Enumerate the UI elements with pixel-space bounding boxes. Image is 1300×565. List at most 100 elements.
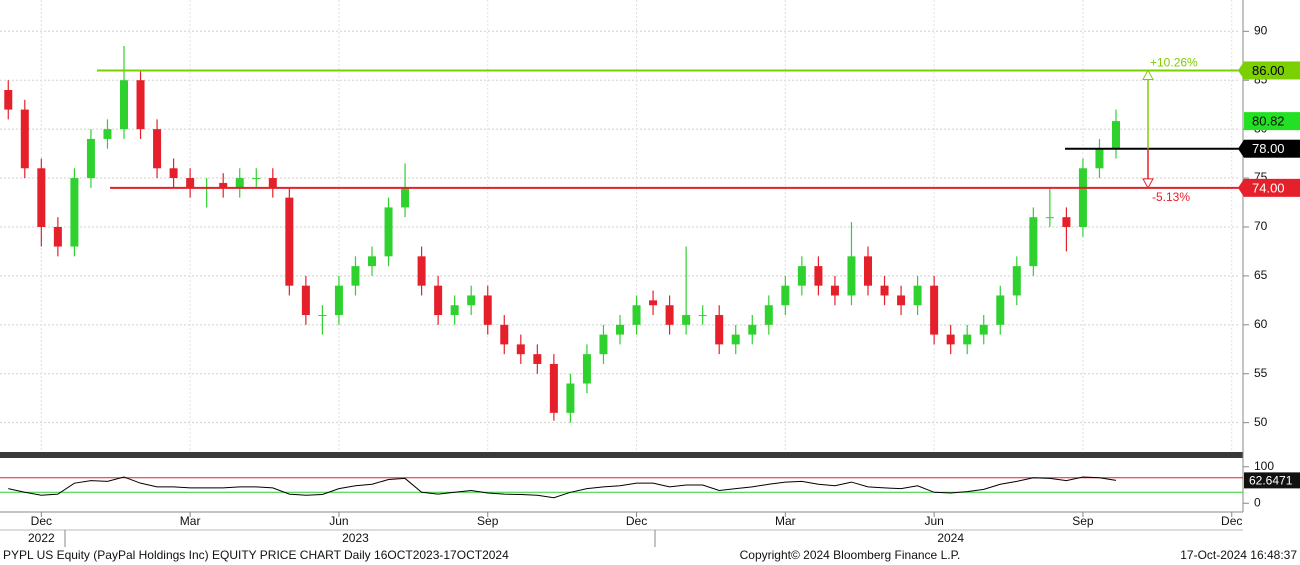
stop-arrowhead	[1142, 178, 1154, 189]
candle-body	[153, 129, 162, 169]
last-price-label: 80.82	[1252, 114, 1285, 129]
candle-body	[417, 256, 426, 286]
candle-body	[897, 295, 906, 306]
x-tick-label: Dec	[1221, 514, 1242, 528]
candle-body	[53, 226, 62, 247]
target-arrowhead	[1142, 69, 1154, 80]
candle-body	[1012, 266, 1021, 296]
y-tick-label: 50	[1254, 415, 1268, 429]
annotation: +10.26%	[1150, 56, 1198, 70]
level-tag	[1244, 61, 1300, 80]
candle-body	[368, 256, 376, 267]
candle-body	[1062, 217, 1071, 227]
candle-body	[1078, 168, 1087, 227]
candle-body	[979, 324, 988, 335]
x-tick-label: Dec	[31, 514, 52, 528]
candle-body	[566, 383, 575, 413]
level-tag	[1244, 178, 1300, 197]
x-tick-label: Jun	[924, 514, 943, 528]
candle-body	[268, 178, 277, 188]
x-tick-label: Mar	[180, 514, 201, 528]
candle-body	[847, 256, 856, 296]
year-label: 2023	[342, 531, 369, 545]
annotation: -5.13%	[1152, 190, 1190, 204]
y-tick-label: 0	[1254, 495, 1261, 509]
candle-body	[996, 295, 1005, 325]
candle-body	[500, 324, 509, 345]
candle-body	[1095, 148, 1104, 169]
candle-body	[731, 334, 740, 345]
candle-body	[616, 324, 624, 335]
candle-body	[186, 178, 195, 188]
candle-body	[682, 315, 691, 325]
candle-body	[86, 138, 95, 179]
level-tag-arrow	[1238, 139, 1244, 158]
level-tag	[1244, 139, 1300, 158]
candle-body	[450, 305, 459, 316]
candle-body	[318, 315, 327, 317]
footer-right: 17-Oct-2024 16:48:37	[1180, 548, 1297, 562]
y-tick-label: 100	[1254, 459, 1274, 473]
x-tick-label: Jun	[329, 514, 348, 528]
candle-body	[549, 363, 558, 413]
candle-body	[946, 334, 955, 345]
y-tick-label: 70	[1254, 219, 1268, 233]
candle-body	[285, 197, 294, 286]
rsi-tag	[1244, 472, 1300, 489]
rsi-last-label: 62.6471	[1249, 474, 1293, 488]
candle-body	[136, 80, 145, 130]
candle-body	[698, 315, 707, 317]
level-tag-arrow	[1238, 178, 1244, 197]
candle-body	[764, 305, 773, 325]
level-label: 74.00	[1252, 180, 1285, 195]
y-tick-label: 55	[1254, 366, 1268, 380]
candle-body	[401, 187, 410, 208]
candle-body	[301, 285, 310, 316]
year-label: 2024	[937, 531, 964, 545]
last-price-tag	[1244, 112, 1300, 131]
candle-body	[748, 324, 757, 335]
candle-body	[4, 90, 13, 110]
candle-body	[235, 178, 244, 188]
candle-body	[913, 285, 922, 306]
candle-body	[930, 285, 939, 335]
x-tick-label: Mar	[775, 514, 796, 528]
candle-body	[880, 285, 889, 296]
rsi-line	[8, 476, 1117, 499]
candle-body	[384, 207, 393, 257]
panel-separator	[0, 452, 1243, 458]
candle-body	[533, 354, 542, 364]
x-tick-label: Dec	[626, 514, 647, 528]
candle-body	[830, 285, 839, 296]
candle-body	[582, 354, 591, 384]
candle-body	[37, 168, 46, 227]
candle-body	[334, 285, 343, 316]
level-label: 78.00	[1252, 141, 1285, 156]
candle-body	[516, 344, 525, 355]
footer-left: PYPL US Equity (PayPal Holdings Inc) EQU…	[3, 548, 509, 562]
candle-body	[467, 295, 476, 306]
level-label: 86.00	[1252, 63, 1285, 78]
candle-body	[351, 266, 360, 286]
candle-body	[1112, 121, 1120, 149]
y-tick-label: 65	[1254, 268, 1268, 282]
candle-body	[483, 295, 492, 325]
candle-body	[797, 266, 806, 286]
x-tick-label: Sep	[1072, 514, 1094, 528]
candle-body	[252, 178, 261, 180]
candle-body	[814, 266, 823, 286]
candle-body	[781, 285, 790, 306]
candle-body	[632, 305, 641, 325]
candle-body	[599, 334, 608, 355]
candle-body	[219, 182, 228, 188]
candle-body	[665, 305, 674, 325]
candle-body	[120, 80, 128, 130]
candle-body	[1045, 217, 1054, 219]
y-tick-label: 90	[1254, 23, 1268, 37]
candle-body	[1029, 217, 1038, 267]
y-tick-label: 60	[1254, 317, 1268, 331]
candle-body	[864, 256, 872, 286]
footer-center: Copyright© 2024 Bloomberg Finance L.P.	[740, 548, 961, 562]
candle-body	[715, 315, 724, 345]
